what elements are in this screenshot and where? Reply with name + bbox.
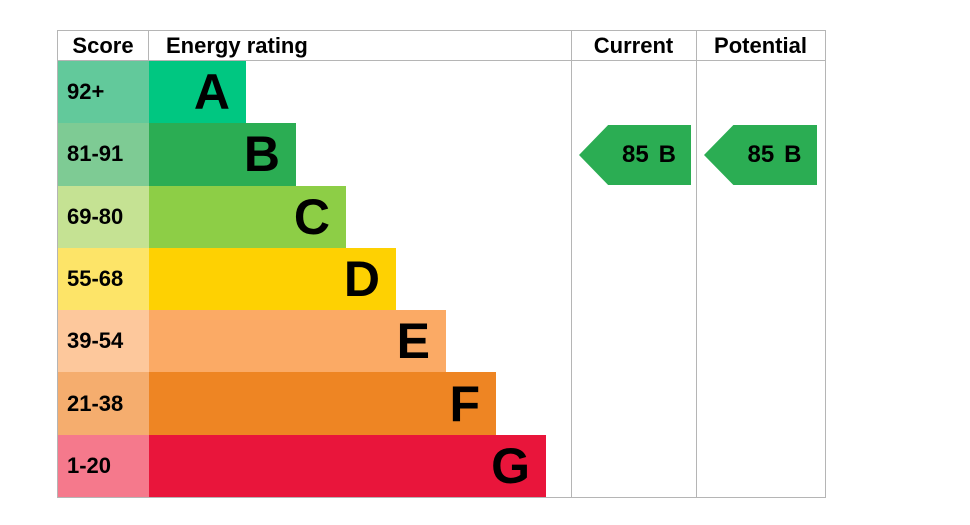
- band-row-f: 21-38 F: [58, 372, 825, 435]
- energy-band-bar: A: [149, 61, 246, 124]
- band-row-g: 1-20 G: [58, 434, 825, 497]
- band-grade-label: C: [293, 188, 330, 245]
- score-range-label: 1-20: [67, 452, 112, 478]
- potential-rating-value: 85: [747, 141, 775, 168]
- band-row-a: 92+ A: [58, 61, 825, 124]
- current-column-header: Current: [593, 32, 674, 58]
- score-range-label: 69-80: [67, 203, 124, 229]
- energy-bands: 92+ A 81-91 B 69-80 C: [58, 61, 825, 497]
- score-column-header: Score: [58, 31, 149, 60]
- score-range-cell: 39-54: [58, 310, 149, 373]
- score-range-cell: 21-38: [58, 372, 149, 435]
- band-grade-label: G: [491, 437, 530, 494]
- energy-band-bar: B: [149, 123, 296, 186]
- score-range-cell: 55-68: [58, 247, 149, 311]
- current-rating-value: 85: [621, 141, 649, 168]
- column-divider-potential: [696, 31, 697, 497]
- energy-band-bar: C: [149, 185, 346, 248]
- band-grade-label: E: [396, 313, 430, 370]
- score-range-label: 81-91: [67, 141, 124, 167]
- band-row-e: 39-54 E: [58, 310, 825, 373]
- epc-rating-chart: Score Energy rating Current Potential 92…: [57, 30, 826, 498]
- score-range-cell: 1-20: [58, 434, 149, 497]
- score-range-label: 55-68: [67, 265, 124, 291]
- band-row-d: 55-68 D: [58, 247, 825, 311]
- score-range-cell: 92+: [58, 61, 149, 124]
- current-rating-band: B: [658, 141, 677, 168]
- score-range-cell: 69-80: [58, 185, 149, 248]
- energy-band-bar: G: [149, 434, 546, 497]
- band-row-c: 69-80 C: [58, 185, 825, 248]
- score-range-label: 21-38: [67, 390, 124, 416]
- band-grade-label: A: [193, 64, 230, 121]
- energy-band-bar: F: [149, 372, 496, 435]
- band-grade-label: B: [243, 126, 280, 183]
- potential-column-header: Potential: [714, 32, 807, 58]
- potential-rating-band: B: [784, 141, 802, 168]
- band-row-b: 81-91 B: [58, 123, 825, 186]
- chart-header-row: Score Energy rating Current Potential: [58, 31, 825, 61]
- energy-band-bar: E: [149, 310, 446, 373]
- energy-rating-column-header: Energy rating: [166, 32, 308, 58]
- score-range-label: 92+: [67, 79, 105, 105]
- energy-band-bar: D: [149, 247, 396, 311]
- band-grade-label: D: [343, 250, 380, 307]
- score-range-label: 39-54: [67, 328, 124, 354]
- column-divider-current: [571, 31, 572, 497]
- band-grade-label: F: [449, 375, 480, 432]
- score-range-cell: 81-91: [58, 123, 149, 186]
